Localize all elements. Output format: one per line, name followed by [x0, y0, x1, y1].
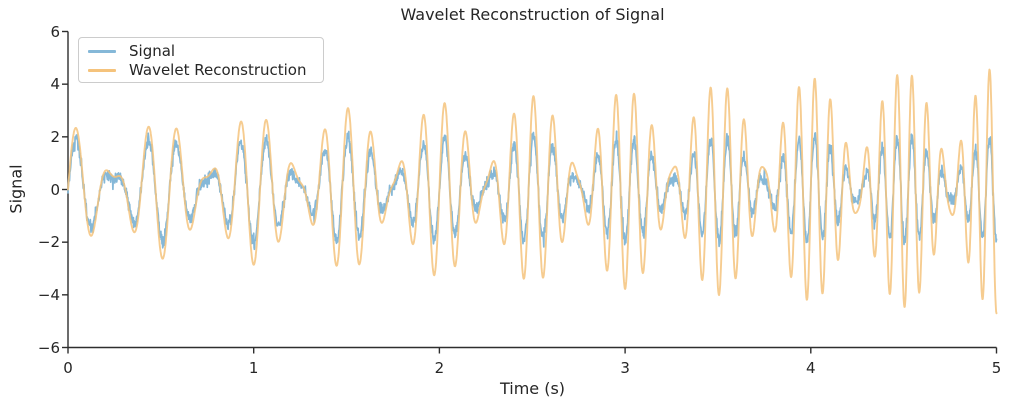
y-tick-label: −6: [37, 338, 60, 357]
legend-label-wavelet-reconstruction: Wavelet Reconstruction: [129, 61, 307, 79]
x-tick-label: 2: [434, 359, 445, 377]
y-tick-label: 0: [50, 180, 60, 199]
x-tick-label: 5: [991, 359, 1002, 377]
signal-line-swatch: [88, 50, 116, 53]
wavelet-reconstruction-line-swatch: [88, 69, 116, 72]
legend: Signal Wavelet Reconstruction: [78, 37, 324, 83]
x-tick-label: 3: [620, 359, 630, 377]
legend-item-signal: Signal: [88, 42, 323, 61]
x-axis-label: Time (s): [499, 379, 566, 398]
legend-item-wavelet-reconstruction: Wavelet Reconstruction: [88, 61, 323, 80]
x-tick-label: 1: [248, 359, 259, 377]
wavelet-reconstruction-line: [67, 68, 998, 315]
legend-label-signal: Signal: [129, 42, 176, 60]
y-tick-label: −2: [37, 233, 60, 252]
y-tick-label: 4: [50, 75, 60, 94]
x-tick-label: 0: [63, 359, 73, 377]
y-tick-label: 6: [50, 22, 60, 41]
signal-line: [67, 130, 998, 251]
chart-title: Wavelet Reconstruction of Signal: [400, 5, 665, 24]
y-axis-label: Signal: [6, 164, 26, 214]
y-tick-label: 2: [50, 127, 60, 146]
x-tick-label: 4: [806, 359, 816, 377]
y-tick-label: −4: [37, 285, 60, 304]
